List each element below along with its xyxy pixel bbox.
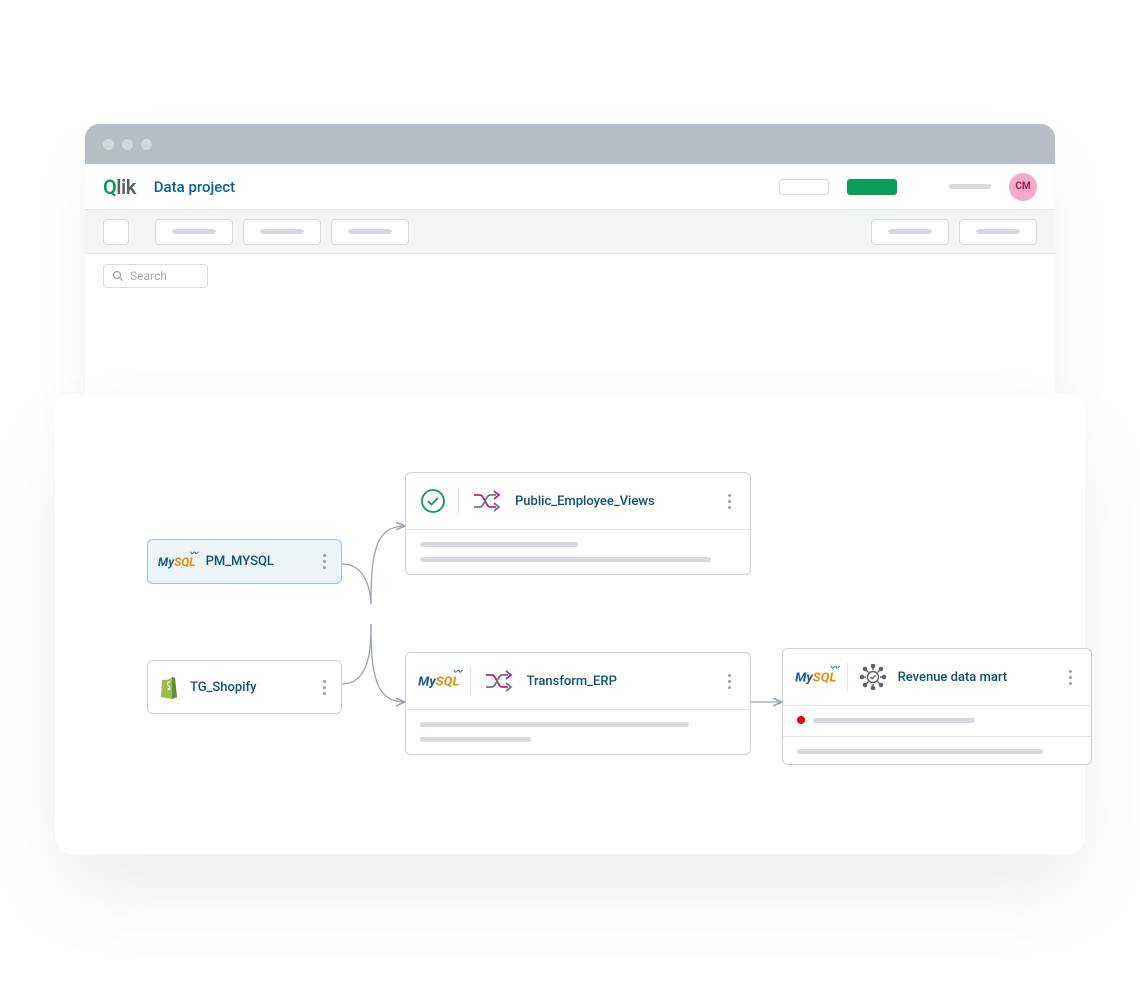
node-header: MySQL〰 Transform_ERP — [406, 653, 750, 709]
search-input[interactable]: Search — [103, 264, 208, 288]
toolbar — [85, 210, 1055, 254]
kebab-icon[interactable] — [317, 680, 331, 695]
placeholder-line — [797, 749, 1043, 754]
search-placeholder: Search — [130, 269, 167, 283]
search-icon — [112, 270, 124, 282]
shuffle-icon — [483, 668, 515, 694]
shuffle-icon — [471, 488, 503, 514]
traffic-light-close[interactable] — [103, 139, 114, 150]
divider — [458, 487, 459, 515]
kebab-icon[interactable] — [1063, 670, 1077, 685]
placeholder-line — [420, 722, 689, 727]
node-label: Transform_ERP — [527, 674, 710, 689]
avatar[interactable]: CM — [1009, 173, 1037, 201]
mysql-icon: MySQL〰 — [158, 555, 196, 569]
toolbar-button-1[interactable] — [155, 219, 233, 245]
status-dot-error — [797, 716, 805, 724]
toolbar-button-right-2[interactable] — [959, 219, 1037, 245]
node-label: TG_Shopify — [190, 680, 307, 695]
traffic-light-max[interactable] — [141, 139, 152, 150]
node-body — [406, 529, 750, 574]
header-pill-primary[interactable] — [847, 179, 897, 195]
placeholder-line — [813, 718, 975, 723]
node-source-shopify[interactable]: TG_Shopify — [147, 660, 342, 714]
node-body — [406, 709, 750, 754]
divider — [847, 663, 848, 691]
breadcrumb[interactable]: Data project — [154, 178, 235, 196]
divider — [470, 667, 471, 695]
node-header: MySQL〰 — [783, 649, 1091, 705]
window-titlebar — [85, 124, 1055, 164]
node-label: Revenue data mart — [898, 670, 1051, 685]
edges — [55, 394, 1085, 854]
node-data-mart[interactable]: MySQL〰 — [782, 648, 1092, 765]
node-transform-erp[interactable]: MySQL〰 Transform_ERP — [405, 652, 751, 755]
toolbar-button-right-1[interactable] — [871, 219, 949, 245]
placeholder-line — [420, 737, 531, 742]
toolbar-button-2[interactable] — [243, 219, 321, 245]
hub-icon — [860, 664, 886, 690]
alert-row — [797, 716, 1077, 724]
toolbar-icon-button[interactable] — [103, 219, 129, 245]
kebab-icon[interactable] — [722, 494, 736, 509]
logo-q: Q — [103, 175, 116, 199]
pipeline-canvas[interactable]: MySQL〰 PM_MYSQL TG_Shopify Public_Employ… — [55, 394, 1085, 854]
mysql-icon: MySQL〰 — [418, 673, 459, 688]
check-circle-icon — [420, 488, 446, 514]
kebab-icon[interactable] — [317, 554, 331, 569]
logo-lik: lik — [116, 175, 135, 199]
node-source-mysql[interactable]: MySQL〰 PM_MYSQL — [147, 539, 342, 584]
shopify-icon — [158, 675, 180, 699]
kebab-icon[interactable] — [722, 674, 736, 689]
node-body — [783, 705, 1091, 764]
header-pill-outline[interactable] — [779, 179, 829, 195]
mysql-icon: MySQL〰 — [795, 669, 836, 684]
qlik-logo[interactable]: Qlik — [103, 175, 136, 199]
toolbar-button-3[interactable] — [331, 219, 409, 245]
node-label: PM_MYSQL — [206, 554, 307, 569]
app-window: Qlik Data project CM Search — [85, 124, 1055, 418]
app-header: Qlik Data project CM — [85, 164, 1055, 210]
placeholder-line — [420, 542, 578, 547]
placeholder-line — [420, 557, 711, 562]
search-row: Search — [85, 254, 1055, 298]
traffic-light-min[interactable] — [122, 139, 133, 150]
header-stub — [949, 184, 991, 189]
node-header: Public_Employee_Views — [406, 473, 750, 529]
node-label: Public_Employee_Views — [515, 494, 710, 509]
node-transform-views[interactable]: Public_Employee_Views — [405, 472, 751, 575]
